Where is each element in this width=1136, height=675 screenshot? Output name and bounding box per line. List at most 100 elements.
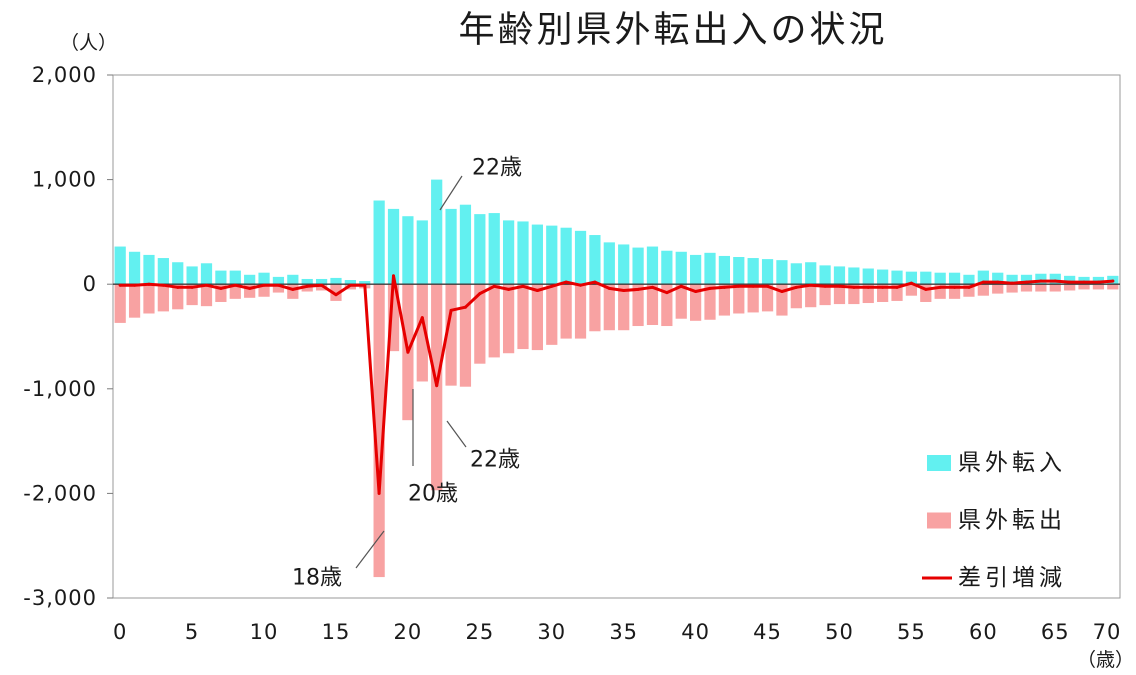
x-tick-label: 20 xyxy=(394,620,423,644)
inflow-bar-age-45 xyxy=(761,259,774,285)
net-change-point-age-23 xyxy=(449,308,453,312)
outflow-bar-age-38 xyxy=(661,284,673,327)
net-change-point-age-32 xyxy=(579,283,583,287)
net-change-point-age-55 xyxy=(909,281,913,285)
net-change-point-age-30 xyxy=(550,284,554,288)
outflow-bar-age-15 xyxy=(330,284,342,301)
inflow-bar-age-33 xyxy=(589,235,601,285)
x-tick-label: 10 xyxy=(250,620,279,644)
x-tick-label: 40 xyxy=(681,620,710,644)
net-change-point-age-33 xyxy=(593,280,597,284)
outflow-bar-age-49 xyxy=(819,284,831,306)
inflow-bar-age-13 xyxy=(301,278,313,285)
x-tick-label: 65 xyxy=(1041,620,1070,644)
inflow-bar-age-43 xyxy=(733,257,745,285)
legend-label: 差引増減 xyxy=(958,565,1066,591)
legend-swatch xyxy=(927,512,951,529)
inflow-bar-age-48 xyxy=(805,262,817,285)
inflow-bar-age-4 xyxy=(172,262,184,285)
inflow-bar-age-19 xyxy=(387,208,400,285)
outflow-bar-age-64 xyxy=(1035,284,1047,292)
outflow-bar-age-23 xyxy=(445,284,457,386)
outflow-bar-age-62 xyxy=(1006,284,1018,293)
legend-item: 県外転入 xyxy=(927,450,1062,476)
x-tick-label: 15 xyxy=(322,620,351,644)
net-change-point-age-41 xyxy=(708,286,712,290)
net-change-point-age-63 xyxy=(1024,280,1028,284)
inflow-bar-age-14 xyxy=(315,278,328,285)
inflow-bar-age-51 xyxy=(848,267,860,285)
outflow-bar-age-44 xyxy=(747,284,759,313)
net-change-point-age-67 xyxy=(1082,280,1086,284)
net-change-point-age-17 xyxy=(363,283,367,287)
net-change-point-age-16 xyxy=(348,283,352,287)
outflow-bar-age-18 xyxy=(373,284,385,578)
outflow-bar-age-30 xyxy=(546,284,558,345)
inflow-bar-age-11 xyxy=(272,276,285,285)
inflow-bar-age-44 xyxy=(747,258,759,285)
net-change-point-age-19 xyxy=(392,274,396,278)
net-change-line xyxy=(118,274,1115,495)
inflow-bar-age-58 xyxy=(948,272,961,285)
inflow-bar-age-34 xyxy=(603,242,615,285)
inflow-bar-age-53 xyxy=(877,269,889,285)
net-change-point-age-1 xyxy=(133,283,137,287)
legend-item: 県外転出 xyxy=(927,508,1066,534)
outflow-bar-age-60 xyxy=(977,284,989,296)
inflow-bar-age-37 xyxy=(646,246,659,285)
outflow-bar-age-36 xyxy=(632,284,644,327)
outflow-bar-age-41 xyxy=(704,284,716,320)
y-axis-unit-label: （人） xyxy=(60,32,117,54)
net-change-point-age-48 xyxy=(809,283,813,287)
legend-swatch xyxy=(927,455,951,471)
inflow-bar-age-40 xyxy=(690,254,702,285)
inflow-bar-age-62 xyxy=(1006,274,1018,285)
x-tick-label: 50 xyxy=(825,620,854,644)
net-change-point-age-40 xyxy=(694,290,698,294)
outflow-bar-age-12 xyxy=(287,284,299,299)
inflow-bar-age-50 xyxy=(833,266,846,285)
net-change-point-age-53 xyxy=(881,285,885,289)
inflow-bar-age-30 xyxy=(546,225,558,285)
legend-label: 県外転出 xyxy=(958,508,1066,534)
net-change-point-age-46 xyxy=(780,290,784,294)
y-tick-label: 1,000 xyxy=(32,168,97,192)
net-change-point-age-12 xyxy=(291,287,295,291)
outflow-bar-age-65 xyxy=(1049,284,1061,292)
y-tick-label: -1,000 xyxy=(23,377,97,401)
net-change-point-age-45 xyxy=(766,284,770,288)
plot-area xyxy=(112,74,1121,599)
outflow-bar-age-2 xyxy=(143,284,155,314)
outflow-bar-age-13 xyxy=(301,284,313,292)
inflow-bar-age-49 xyxy=(819,265,831,285)
inflow-bar-age-29 xyxy=(531,224,543,285)
net-change-point-age-5 xyxy=(190,285,194,289)
inflow-bar-age-64 xyxy=(1035,273,1047,285)
outflow-bar-age-6 xyxy=(200,284,213,307)
annotation-leader-line xyxy=(355,530,385,569)
outflow-bar-age-0 xyxy=(114,284,126,323)
inflow-bar-age-10 xyxy=(258,272,270,285)
x-tick-label: 45 xyxy=(753,620,782,644)
outflow-bar-age-61 xyxy=(992,284,1004,294)
outflow-bar-age-29 xyxy=(531,284,543,351)
outflow-bar-age-1 xyxy=(128,284,141,318)
inflow-bar-age-6 xyxy=(200,263,213,285)
net-change-point-age-47 xyxy=(794,285,798,289)
x-tick-label: 5 xyxy=(185,620,199,644)
outflow-bar-age-31 xyxy=(560,284,572,339)
inflow-bar-age-36 xyxy=(632,247,644,285)
inflow-bar-age-27 xyxy=(502,220,515,285)
x-tick-label: 60 xyxy=(969,620,998,644)
inflow-bar-age-7 xyxy=(215,270,227,285)
outflow-bar-age-66 xyxy=(1064,284,1076,291)
outflow-bar-age-39 xyxy=(675,284,687,319)
inflow-bar-age-38 xyxy=(661,250,673,285)
outflow-bar-age-56 xyxy=(920,284,932,302)
net-change-point-age-20 xyxy=(406,350,410,354)
outflow-bar-age-37 xyxy=(646,284,659,325)
outflow-bar-age-24 xyxy=(459,284,472,387)
net-change-point-age-26 xyxy=(492,284,496,288)
